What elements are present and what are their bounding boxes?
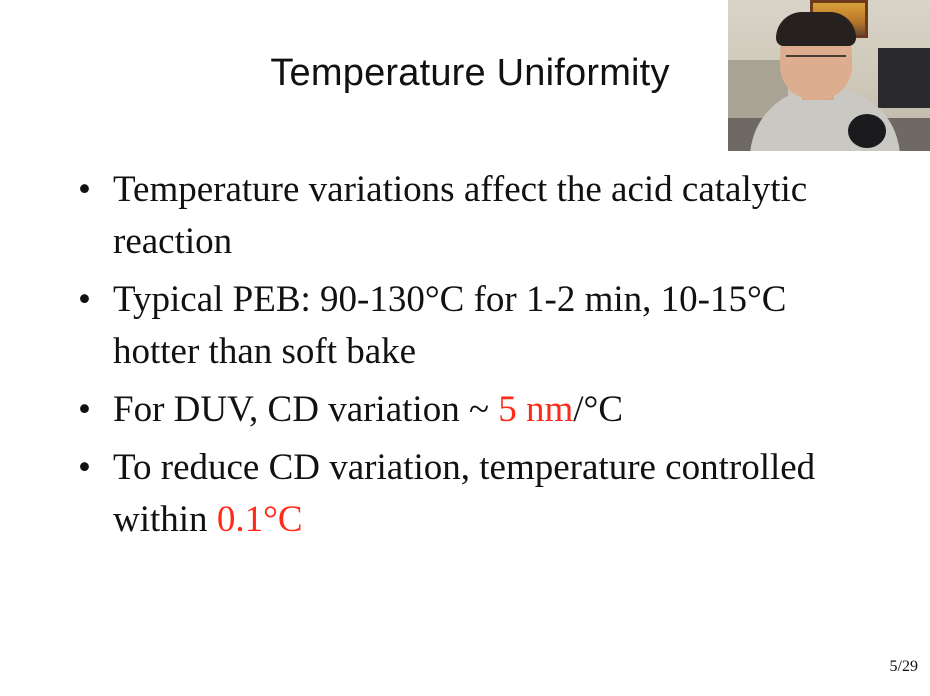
presenter-hair bbox=[776, 12, 856, 46]
bullet-text: Temperature variations affect the acid c… bbox=[113, 169, 808, 262]
bullet-text: For DUV, CD variation ~ bbox=[113, 389, 499, 430]
highlight-value: 0.1°C bbox=[216, 499, 303, 540]
bullet-item: Typical PEB: 90-130°C for 1-2 min, 10-15… bbox=[78, 274, 838, 378]
monitor bbox=[878, 48, 930, 108]
bullet-text: To reduce CD variation, temperature cont… bbox=[113, 447, 816, 540]
page-number: 5/29 bbox=[889, 658, 918, 675]
glasses bbox=[786, 55, 846, 69]
highlight-value: 5 nm bbox=[498, 389, 574, 430]
bullet-item: Temperature variations affect the acid c… bbox=[78, 164, 838, 268]
bullet-item: For DUV, CD variation ~ 5 nm/°C bbox=[78, 384, 838, 436]
bullet-item: To reduce CD variation, temperature cont… bbox=[78, 442, 838, 546]
slide-title: Temperature Uniformity bbox=[270, 52, 670, 94]
bullet-list: Temperature variations affect the acid c… bbox=[78, 164, 838, 552]
webcam-overlay bbox=[728, 0, 930, 151]
bullet-text: Typical PEB: 90-130°C for 1-2 min, 10-15… bbox=[113, 279, 787, 372]
microphone bbox=[848, 114, 886, 148]
bullet-text: /°C bbox=[573, 389, 624, 430]
